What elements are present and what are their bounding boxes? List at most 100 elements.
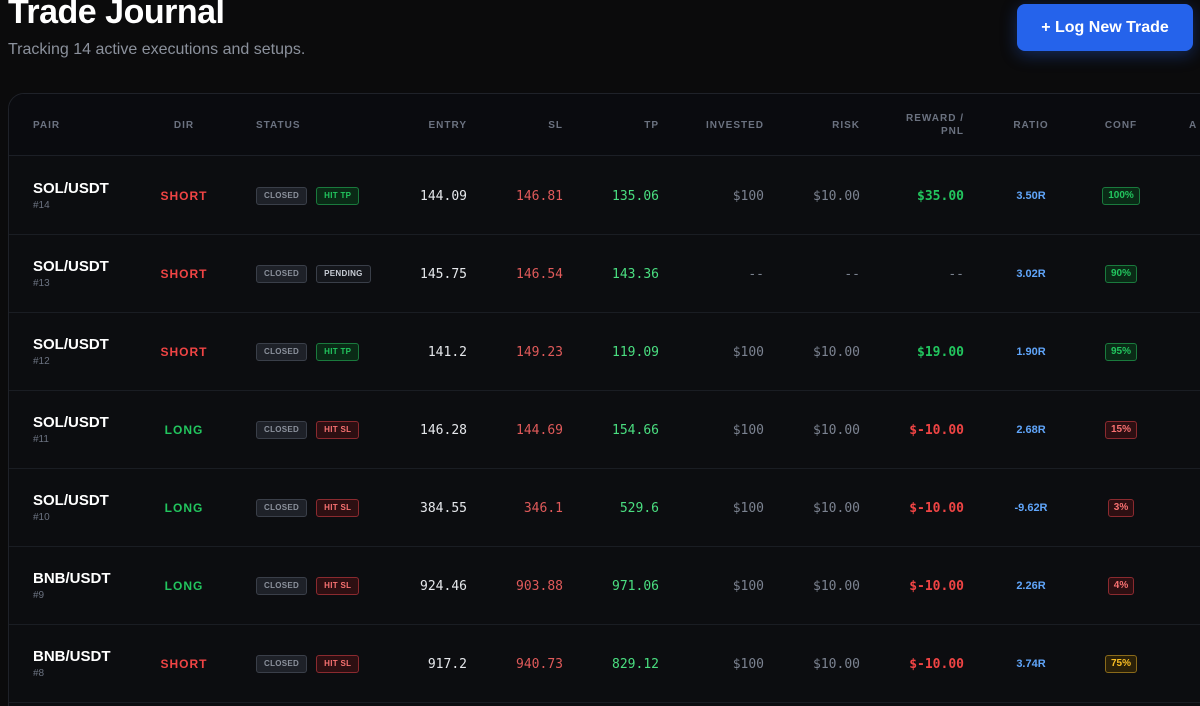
outcome-badge: HIT SL — [316, 499, 360, 517]
pair-cell: SOL/USDT #11 — [33, 391, 143, 469]
trade-id: #10 — [33, 511, 50, 523]
pnl-value: $-10.00 — [909, 656, 964, 672]
dir-cell: SHORT — [149, 313, 219, 391]
table-header: PAIR DIR STATUS ENTRY SL TP INVESTED RIS… — [9, 94, 1200, 156]
column-header-ratio[interactable]: RATIO — [1013, 119, 1049, 131]
confidence-badge: 75% — [1104, 655, 1137, 673]
status-cell: CLOSED PENDING — [256, 235, 396, 313]
risk-cell: $10.00 — [760, 313, 860, 391]
table-row[interactable]: SOL/USDT #12 SHORT CLOSED HIT TP 141.2 149.23 1… — [9, 313, 1200, 391]
confidence-badge: 90% — [1104, 265, 1137, 283]
confidence-badge: 95% — [1104, 343, 1137, 361]
ratio-value: 3.74R — [1016, 658, 1046, 670]
invested-value: $100 — [732, 656, 764, 672]
tp-cell: 143.36 — [579, 235, 659, 313]
sl-cell: 144.69 — [483, 391, 563, 469]
conf-cell: 4% — [1091, 547, 1151, 625]
pnl-cell: $19.00 — [864, 313, 964, 391]
dir-cell: SHORT — [149, 625, 219, 703]
outcome-badge: HIT SL — [316, 421, 360, 439]
ratio-value: 2.68R — [1016, 424, 1046, 436]
conf-cell: 15% — [1091, 391, 1151, 469]
dir-cell: SHORT — [149, 235, 219, 313]
status-cell: CLOSED HIT SL — [256, 391, 396, 469]
risk-value: $10.00 — [813, 500, 860, 516]
entry-value: 146.28 — [420, 422, 467, 438]
risk-cell: $10.00 — [760, 157, 860, 235]
column-header-reward-pnl[interactable]: REWARD / PNL — [864, 94, 964, 156]
status-badge: CLOSED — [256, 499, 308, 517]
trade-id: #12 — [33, 355, 50, 367]
ratio-cell: 3.74R — [996, 625, 1066, 703]
direction-label: SHORT — [160, 657, 208, 671]
log-new-trade-button[interactable]: + Log New Trade — [1017, 4, 1193, 51]
status-cell: CLOSED HIT SL — [256, 469, 396, 547]
sl-cell: 903.88 — [483, 547, 563, 625]
invested-value: $100 — [732, 500, 764, 516]
table-row[interactable]: SOL/USDT #14 SHORT CLOSED HIT TP 144.09 146.81… — [9, 157, 1200, 235]
risk-value: $10.00 — [813, 344, 860, 360]
invested-cell: $100 — [664, 625, 764, 703]
entry-value: 384.55 — [420, 500, 467, 516]
column-header-dir[interactable]: DIR — [173, 119, 195, 131]
column-header-pair[interactable]: PAIR — [33, 119, 61, 131]
invested-value: $100 — [732, 188, 764, 204]
pnl-cell: $-10.00 — [864, 625, 964, 703]
column-header-conf[interactable]: CONF — [1104, 119, 1138, 131]
sl-value: 940.73 — [516, 656, 563, 672]
risk-value: $10.00 — [813, 422, 860, 438]
risk-cell: $10.00 — [760, 625, 860, 703]
invested-cell: $100 — [664, 391, 764, 469]
invested-cell: $100 — [664, 313, 764, 391]
outcome-badge: PENDING — [316, 265, 371, 283]
outcome-badge: HIT SL — [316, 577, 360, 595]
pair-name: SOL/USDT — [33, 491, 109, 509]
invested-cell: $100 — [664, 547, 764, 625]
trade-id: #14 — [33, 199, 50, 211]
column-header-risk[interactable]: RISK — [832, 119, 860, 131]
conf-cell: 75% — [1091, 625, 1151, 703]
trade-id: #9 — [33, 589, 45, 601]
tp-value: 529.6 — [619, 500, 659, 516]
ratio-value: 3.50R — [1016, 190, 1046, 202]
table-row[interactable]: SOL/USDT #13 SHORT CLOSED PENDING 145.75 146.5… — [9, 235, 1200, 313]
column-header-invested[interactable]: INVESTED — [705, 119, 764, 131]
invested-cell: -- — [664, 235, 764, 313]
pair-cell: BNB/USDT #8 — [33, 625, 143, 703]
table-row[interactable]: BNB/USDT #8 SHORT CLOSED HIT SL 917.2 940.73 82… — [9, 625, 1200, 703]
pair-cell: BNB/USDT #9 — [33, 547, 143, 625]
entry-cell: 924.46 — [387, 547, 467, 625]
ratio-cell: 2.26R — [996, 547, 1066, 625]
column-header-entry[interactable]: ENTRY — [428, 119, 467, 131]
table-row[interactable]: BNB/USDT #9 LONG CLOSED HIT SL 924.46 903.88 97… — [9, 547, 1200, 625]
pnl-cell: $-10.00 — [864, 469, 964, 547]
column-header-next[interactable]: A — [1189, 119, 1198, 131]
tp-value: 135.06 — [612, 188, 659, 204]
dir-cell: LONG — [149, 469, 219, 547]
table-row[interactable]: SOL/USDT #11 LONG CLOSED HIT SL 146.28 144.69 1… — [9, 391, 1200, 469]
ratio-value: 3.02R — [1016, 268, 1046, 280]
column-header-sl[interactable]: SL — [548, 119, 563, 131]
conf-cell: 100% — [1091, 157, 1151, 235]
sl-value: 146.81 — [516, 188, 563, 204]
confidence-badge: 15% — [1104, 421, 1137, 439]
sl-cell: 149.23 — [483, 313, 563, 391]
risk-cell: $10.00 — [760, 391, 860, 469]
ratio-cell: -9.62R — [996, 469, 1066, 547]
entry-cell: 145.75 — [387, 235, 467, 313]
table-row[interactable]: SOL/USDT #10 LONG CLOSED HIT SL 384.55 346.1 52… — [9, 469, 1200, 547]
column-header-status[interactable]: STATUS — [256, 119, 301, 131]
pair-cell: SOL/USDT #12 — [33, 313, 143, 391]
ratio-cell: 3.02R — [996, 235, 1066, 313]
invested-value: $100 — [732, 344, 764, 360]
risk-value: $10.00 — [813, 188, 860, 204]
sl-value: 146.54 — [516, 266, 563, 282]
column-header-tp[interactable]: TP — [644, 119, 659, 131]
pnl-cell: $-10.00 — [864, 391, 964, 469]
conf-cell: 95% — [1091, 313, 1151, 391]
tp-cell: 971.06 — [579, 547, 659, 625]
ratio-value: 2.26R — [1016, 580, 1046, 592]
pnl-value: $-10.00 — [909, 500, 964, 516]
pair-name: SOL/USDT — [33, 179, 109, 197]
